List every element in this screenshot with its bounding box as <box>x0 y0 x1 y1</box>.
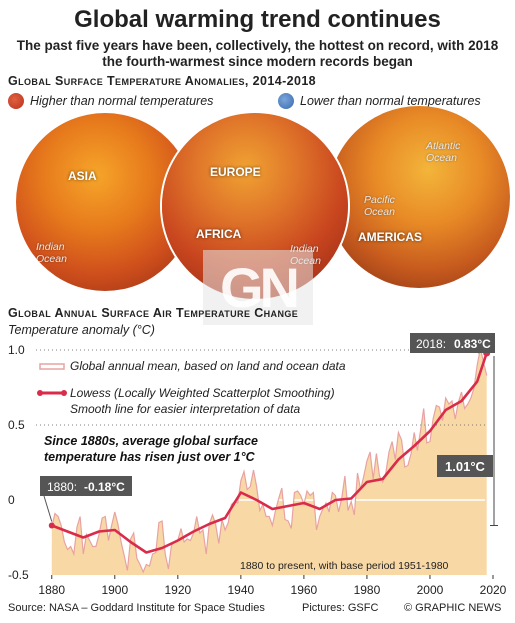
warm-swatch <box>8 93 24 109</box>
source-credit: Source: NASA – Goddard Institute for Spa… <box>8 602 265 614</box>
africa-label: AFRICA <box>196 227 242 241</box>
europe-label: EUROPE <box>210 165 261 179</box>
legend-higher-label: Higher than normal temperatures <box>30 94 214 108</box>
anomaly-area-fill <box>51 348 487 575</box>
callout-1880-box <box>40 476 132 496</box>
legend-higher: Higher than normal temperatures <box>8 93 213 109</box>
legend-lowess-dot-right <box>61 390 67 396</box>
callout-2018-leader <box>477 348 487 354</box>
callout-2018-year: 2018: <box>416 337 446 351</box>
annual-mean-line <box>51 348 488 574</box>
pacific-ocean-label: Pacific Ocean <box>364 194 395 218</box>
callout-1880-leader <box>43 495 53 522</box>
legend-annual-label: Global annual mean, based on land and oc… <box>70 359 346 373</box>
page-title: Global warming trend continues <box>74 6 441 33</box>
atlantic-ocean-label: Atlantic Ocean <box>426 140 461 164</box>
note-line-1: Since 1880s, average global surface <box>44 434 258 448</box>
maps-section-title: Global Surface Temperature Anomalies, 20… <box>8 74 317 88</box>
pictures-credit: Pictures: GSFC <box>302 602 379 614</box>
chart-section-title: Global Annual Surface Air Temperature Ch… <box>8 306 299 320</box>
y-tick-label: 1.0 <box>8 343 25 357</box>
indian-ocean-label-1: Indian Ocean <box>36 241 67 265</box>
x-tick-label: 1900 <box>101 583 128 597</box>
legend-lower-label: Lower than normal temperatures <box>300 94 481 108</box>
callout-2018-value: 0.83°C <box>454 337 491 351</box>
x-tick-label: 2000 <box>417 583 444 597</box>
temperature-chart: 1.0 0.5 0 -0.5 1880 1900 1920 1940 1960 1980 2000 2… <box>8 333 507 597</box>
cool-swatch <box>278 93 294 109</box>
y-axis-title: Temperature anomaly (°C) <box>8 323 155 337</box>
x-tick-label: 1880 <box>38 583 65 597</box>
rise-value: 1.01°C <box>445 459 486 474</box>
rise-box <box>437 455 493 477</box>
callout-1880-value: -0.18°C <box>84 480 125 494</box>
americas-label: AMERICAS <box>358 230 423 244</box>
legend-lowess-description: Smooth line for easier interpretation of… <box>70 402 300 416</box>
graphic-news-watermark: GN <box>203 250 313 325</box>
lowess-line <box>51 352 488 554</box>
lowess-start-point <box>48 522 55 529</box>
x-tick-label: 1940 <box>228 583 255 597</box>
callout-2018-box <box>410 333 495 353</box>
y-tick-label: 0.5 <box>8 418 25 432</box>
copyright: © GRAPHIC NEWS <box>404 602 502 614</box>
legend-lowess-dot-left <box>37 390 43 396</box>
note-line-2: temperature has risen just over 1°C <box>44 450 256 464</box>
legend-lower: Lower than normal temperatures <box>278 93 481 109</box>
legend-annual-swatch <box>39 363 65 370</box>
globe-americas: AMERICAS Atlantic Ocean Pacific Ocean <box>328 106 510 288</box>
x-tick-label: 2020 <box>480 583 507 597</box>
x-tick-label: 1920 <box>164 583 191 597</box>
callout-1880-year: 1880: <box>47 480 77 494</box>
y-tick-label: -0.5 <box>8 568 29 582</box>
base-period-note: 1880 to present, with base period 1951-1… <box>240 560 449 572</box>
x-tick-label: 1980 <box>354 583 381 597</box>
asia-label: ASIA <box>68 169 97 183</box>
legend-lowess-label: Lowess (Locally Weighted Scatterplot Smo… <box>70 386 335 400</box>
y-tick-label: 0 <box>8 493 15 507</box>
page-subtitle: The past five years have been, collectiv… <box>16 38 499 69</box>
x-tick-label: 1960 <box>291 583 318 597</box>
